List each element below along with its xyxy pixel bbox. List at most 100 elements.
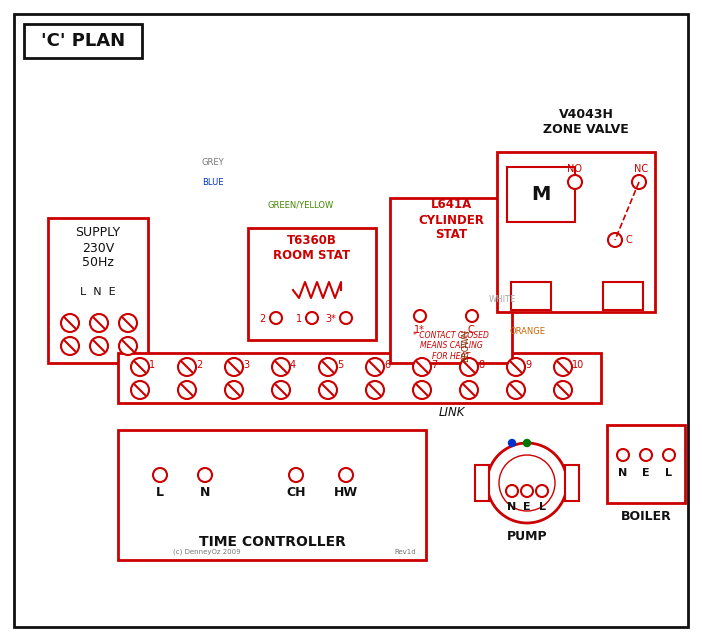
Circle shape bbox=[507, 358, 525, 376]
Text: 8: 8 bbox=[478, 360, 484, 370]
Circle shape bbox=[568, 175, 582, 189]
Text: L641A
CYLINDER
STAT: L641A CYLINDER STAT bbox=[418, 199, 484, 242]
Circle shape bbox=[153, 468, 167, 482]
Text: 10: 10 bbox=[572, 360, 584, 370]
Text: BROWN: BROWN bbox=[461, 328, 470, 362]
Bar bbox=[390, 198, 512, 363]
Text: 9: 9 bbox=[525, 360, 531, 370]
Circle shape bbox=[466, 310, 478, 322]
Text: WHITE: WHITE bbox=[489, 296, 517, 304]
Text: M: M bbox=[531, 185, 550, 204]
Circle shape bbox=[508, 440, 515, 447]
Circle shape bbox=[272, 358, 290, 376]
Circle shape bbox=[131, 381, 149, 399]
Text: 2: 2 bbox=[196, 360, 202, 370]
Text: 2: 2 bbox=[260, 314, 266, 324]
Text: 3*: 3* bbox=[325, 314, 336, 324]
Text: * CONTACT CLOSED
MEANS CALLING
FOR HEAT: * CONTACT CLOSED MEANS CALLING FOR HEAT bbox=[413, 331, 489, 361]
Bar bbox=[475, 465, 489, 501]
Circle shape bbox=[61, 337, 79, 355]
Circle shape bbox=[521, 485, 533, 497]
Circle shape bbox=[131, 358, 149, 376]
Circle shape bbox=[554, 358, 572, 376]
Circle shape bbox=[178, 358, 196, 376]
Text: C: C bbox=[468, 325, 475, 335]
Circle shape bbox=[272, 381, 290, 399]
Text: 1: 1 bbox=[296, 314, 302, 324]
Circle shape bbox=[366, 358, 384, 376]
Circle shape bbox=[640, 449, 652, 461]
Circle shape bbox=[119, 337, 137, 355]
Circle shape bbox=[61, 314, 79, 332]
Text: TIME CONTROLLER: TIME CONTROLLER bbox=[199, 535, 345, 549]
Circle shape bbox=[536, 485, 548, 497]
Text: 1: 1 bbox=[149, 360, 155, 370]
Text: 4: 4 bbox=[290, 360, 296, 370]
Circle shape bbox=[306, 312, 318, 324]
Circle shape bbox=[319, 381, 337, 399]
Text: 1*: 1* bbox=[413, 325, 425, 335]
Bar bbox=[507, 167, 575, 222]
Text: LINK: LINK bbox=[439, 406, 465, 419]
Text: HW: HW bbox=[334, 487, 358, 499]
Text: L: L bbox=[538, 502, 545, 512]
Circle shape bbox=[198, 468, 212, 482]
Circle shape bbox=[366, 381, 384, 399]
Text: NO: NO bbox=[567, 164, 583, 174]
Text: N: N bbox=[508, 502, 517, 512]
Circle shape bbox=[225, 358, 243, 376]
Text: SUPPLY
230V
50Hz: SUPPLY 230V 50Hz bbox=[75, 226, 121, 269]
Circle shape bbox=[414, 310, 426, 322]
Bar bbox=[603, 282, 643, 310]
Bar bbox=[118, 430, 426, 560]
Circle shape bbox=[225, 381, 243, 399]
Text: N: N bbox=[200, 487, 210, 499]
Text: E: E bbox=[523, 502, 531, 512]
Text: BLUE: BLUE bbox=[202, 178, 223, 187]
Circle shape bbox=[663, 449, 675, 461]
Text: 5: 5 bbox=[337, 360, 343, 370]
Text: N: N bbox=[618, 468, 628, 478]
Circle shape bbox=[617, 449, 629, 461]
Text: E: E bbox=[642, 468, 650, 478]
Text: ORANGE: ORANGE bbox=[510, 328, 546, 337]
Text: 6: 6 bbox=[384, 360, 390, 370]
Circle shape bbox=[413, 381, 431, 399]
Text: GREEN/YELLOW: GREEN/YELLOW bbox=[268, 200, 334, 209]
Text: L  N  E: L N E bbox=[80, 287, 116, 297]
Bar bbox=[248, 228, 376, 340]
Circle shape bbox=[460, 358, 478, 376]
Bar bbox=[48, 218, 148, 363]
Bar bbox=[565, 465, 579, 501]
Circle shape bbox=[413, 358, 431, 376]
Text: BOILER: BOILER bbox=[621, 510, 671, 524]
Circle shape bbox=[339, 468, 353, 482]
Circle shape bbox=[340, 312, 352, 324]
Circle shape bbox=[632, 175, 646, 189]
Text: C: C bbox=[625, 235, 633, 245]
Circle shape bbox=[507, 381, 525, 399]
Circle shape bbox=[270, 312, 282, 324]
Text: CH: CH bbox=[286, 487, 306, 499]
Circle shape bbox=[178, 381, 196, 399]
Circle shape bbox=[460, 381, 478, 399]
Text: T6360B
ROOM STAT: T6360B ROOM STAT bbox=[274, 234, 350, 262]
Text: (c) DenneyOz 2009: (c) DenneyOz 2009 bbox=[173, 549, 241, 555]
Bar bbox=[511, 282, 551, 310]
Circle shape bbox=[90, 337, 108, 355]
Text: GREY: GREY bbox=[202, 158, 225, 167]
Circle shape bbox=[90, 314, 108, 332]
Circle shape bbox=[289, 468, 303, 482]
Text: 'C' PLAN: 'C' PLAN bbox=[41, 32, 125, 50]
Text: 7: 7 bbox=[431, 360, 437, 370]
Text: L: L bbox=[665, 468, 673, 478]
Text: L: L bbox=[156, 487, 164, 499]
Text: Rev1d: Rev1d bbox=[395, 549, 416, 555]
Circle shape bbox=[319, 358, 337, 376]
Bar bbox=[497, 152, 655, 312]
Bar bbox=[607, 425, 685, 503]
Circle shape bbox=[506, 485, 518, 497]
Circle shape bbox=[554, 381, 572, 399]
Circle shape bbox=[499, 455, 555, 511]
Circle shape bbox=[524, 440, 531, 447]
